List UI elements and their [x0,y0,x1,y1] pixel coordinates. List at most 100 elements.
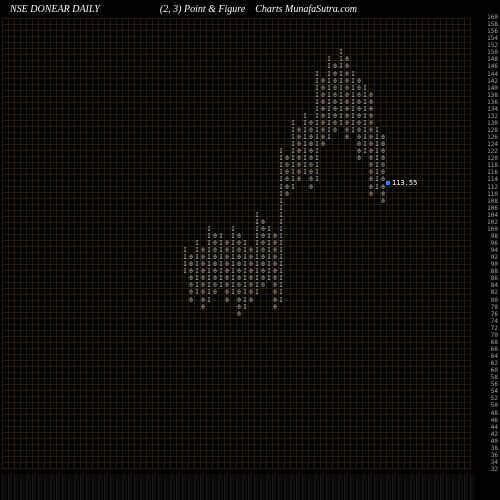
grid-line [44,18,45,470]
grid-line [404,18,405,470]
x-tick [122,474,127,500]
pf-x-cell: I [314,163,320,169]
grid-line [416,18,417,470]
x-tick [116,474,121,500]
pf-o-cell: 0 [356,79,362,85]
x-tick [86,474,91,500]
grid-line [398,18,399,470]
pf-x-cell: I [206,298,212,304]
grid-line [56,18,57,470]
pf-x-cell: I [278,248,284,254]
grid-line [104,18,105,470]
x-tick [326,474,331,500]
grid-line [8,18,9,470]
y-tick-label: 32 [491,467,498,473]
x-tick [380,474,385,500]
pf-o-cell: 0 [260,283,266,289]
pf-x-cell: I [338,50,344,56]
pf-x-cell: I [278,227,284,233]
x-tick [368,474,373,500]
price-marker: 113.55 [386,179,417,187]
grid-line [308,18,309,470]
x-tick [272,474,277,500]
pf-x-cell: I [242,241,248,247]
x-tick [26,474,31,500]
grid-line [410,18,411,470]
pf-o-cell: 0 [200,305,206,311]
x-tick [308,474,313,500]
x-tick [194,474,199,500]
pf-o-cell: 0 [212,290,218,296]
pf-x-cell: I [182,248,188,254]
x-tick [68,474,73,500]
x-tick [50,474,55,500]
pf-o-cell: 0 [296,177,302,183]
grid-line [446,18,447,470]
grid-line [470,18,471,470]
grid-line [122,18,123,470]
x-tick [164,474,169,500]
x-tick [20,474,25,500]
pf-o-cell: 0 [368,114,374,120]
pf-x-cell: I [278,199,284,205]
x-tick [8,474,13,500]
x-tick [470,474,475,500]
x-tick [44,474,49,500]
grid-line [50,18,51,470]
pf-x-cell: I [278,149,284,155]
pf-x-cell: I [230,227,236,233]
pf-x-cell: I [314,177,320,183]
x-tick [320,474,325,500]
pf-o-cell: 0 [344,64,350,70]
grid-line [116,18,117,470]
pf-o-cell: 0 [380,163,386,169]
pf-x-cell: I [242,305,248,311]
x-tick [38,474,43,500]
marker-label: 113.55 [392,179,417,187]
x-tick [440,474,445,500]
x-tick [74,474,79,500]
grid-line [86,18,87,470]
x-tick [62,474,67,500]
pf-o-cell: 0 [188,298,194,304]
pf-x-cell: I [278,262,284,268]
x-tick [140,474,145,500]
x-tick [152,474,157,500]
pf-x-cell: I [302,114,308,120]
pf-x-cell: I [314,156,320,162]
grid-line [284,18,285,470]
grid-line [458,18,459,470]
x-tick [446,474,451,500]
x-tick [98,474,103,500]
x-tick [344,474,349,500]
x-tick [224,474,229,500]
x-tick [284,474,289,500]
pf-x-cell: I [326,57,332,63]
pf-o-cell: 0 [248,298,254,304]
grid-line [170,18,171,470]
x-tick [386,474,391,500]
y-axis: 1601581561541521501481461441421401381361… [472,18,498,470]
pf-o-cell: 0 [320,142,326,148]
pf-x-cell: I [278,206,284,212]
pf-o-cell: 0 [260,220,266,226]
pf-o-cell: 0 [236,234,242,240]
grid-line [74,18,75,470]
symbol-title: NSE DONEAR DAILY [10,4,100,15]
x-tick [110,474,115,500]
pf-x-cell: I [314,72,320,78]
x-tick [134,474,139,500]
x-tick [188,474,193,500]
grid-line [440,18,441,470]
grid-line [464,18,465,470]
grid-line [32,18,33,470]
x-tick [404,474,409,500]
pf-o-cell: 0 [380,156,386,162]
x-tick [128,474,133,500]
x-tick [230,474,235,500]
grid-line [110,18,111,470]
grid-line [38,18,39,470]
grid-line [26,18,27,470]
x-tick [422,474,427,500]
x-tick [236,474,241,500]
